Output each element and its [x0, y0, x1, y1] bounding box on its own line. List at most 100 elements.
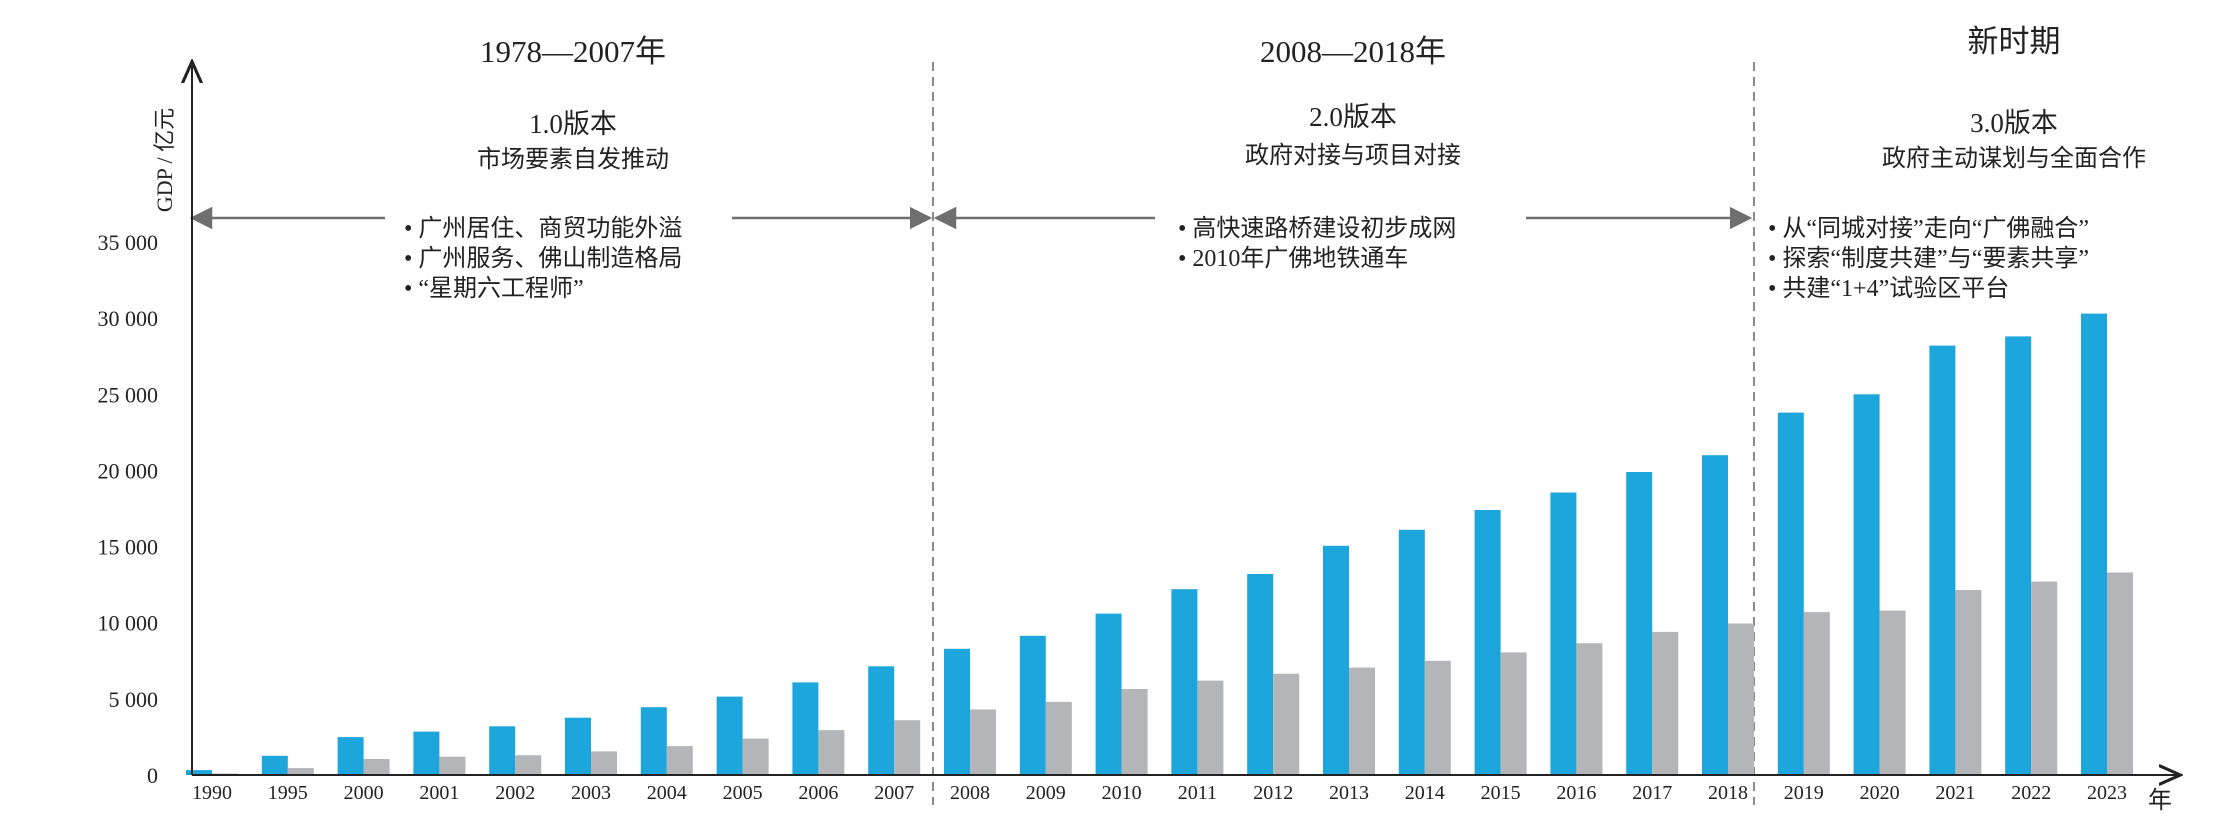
period-3-bullet-3: • 共建“1+4”试验区平台 [1768, 275, 2009, 302]
y-tick-30000: 30 000 [98, 306, 159, 331]
bar-s2-2005 [742, 738, 769, 775]
x-tick-2023: 2023 [2087, 782, 2127, 804]
bar-s1-2023 [2081, 313, 2107, 775]
bar-s1-2018 [1702, 455, 1728, 775]
bar-s2-2013 [1349, 667, 1375, 775]
period-2-bullet-1: • 高快速路桥建设初步成网 [1178, 215, 1456, 242]
period-3-bullet-1: • 从“同城对接”走向“广佛融合” [1768, 215, 2089, 242]
bar-s2-2000 [363, 759, 390, 775]
period-3-subtitle: 政府主动谋划与全面合作 [1882, 145, 2146, 172]
y-tick-15000: 15 000 [98, 535, 159, 560]
bar-s1-2020 [1853, 394, 1880, 775]
period-1-bullet-2: • 广州服务、佛山制造格局 [404, 245, 682, 272]
bar-s1-2015 [1474, 510, 1501, 775]
bar-s2-1995 [287, 768, 314, 775]
period-2-subtitle: 政府对接与项目对接 [1245, 142, 1461, 169]
x-tick-2011: 2011 [1178, 782, 1217, 804]
period-1-bullet-1: • 广州居住、商贸功能外溢 [404, 215, 682, 242]
bar-s1-2016 [1550, 492, 1577, 775]
x-tick-2004: 2004 [647, 782, 687, 804]
y-tick-labels: 0 5 000 10 000 15 000 20 000 25 000 30 000 35 0… [98, 230, 159, 788]
x-tick-1995: 1995 [268, 782, 308, 804]
bars-group [186, 313, 2133, 775]
x-tick-2014: 2014 [1405, 782, 1445, 804]
bar-s1-2006 [792, 682, 819, 775]
bar-s2-2018 [1728, 623, 1754, 775]
bar-s1-2002 [489, 726, 516, 775]
bar-s2-2022 [2031, 581, 2058, 775]
bar-s2-2008 [970, 709, 996, 775]
period-1-version: 1.0版本 [529, 109, 617, 139]
x-tick-2021: 2021 [1935, 782, 1975, 804]
bar-s1-2022 [2005, 336, 2032, 775]
y-axis-label: GDP / 亿元 [152, 108, 177, 212]
bar-s2-2016 [1576, 643, 1603, 775]
bar-s1-2010 [1095, 613, 1122, 775]
bar-s2-2014 [1424, 660, 1451, 775]
bar-s1-2008 [944, 648, 970, 775]
x-tick-2005: 2005 [723, 782, 763, 804]
bar-s1-2021 [1929, 345, 1956, 775]
bar-s1-2014 [1398, 529, 1425, 775]
bar-s1-2007 [868, 666, 895, 775]
period-2-bullet-2: • 2010年广佛地铁通车 [1178, 245, 1408, 272]
bar-s1-1995 [261, 755, 288, 775]
y-tick-20000: 20 000 [98, 458, 159, 483]
bar-s1-2001 [413, 731, 440, 775]
x-tick-2006: 2006 [798, 782, 838, 804]
x-tick-2017: 2017 [1632, 782, 1672, 804]
x-tick-2010: 2010 [1102, 782, 1142, 804]
y-tick-35000: 35 000 [98, 230, 159, 255]
period-1-title: 1978—2007年 [480, 34, 666, 69]
x-tick-2003: 2003 [571, 782, 611, 804]
bar-s1-2003 [565, 717, 591, 775]
bar-s2-2021 [1955, 590, 1982, 775]
bar-s1-2009 [1019, 635, 1046, 775]
x-tick-2002: 2002 [495, 782, 535, 804]
bar-s1-2013 [1323, 545, 1349, 775]
bar-s1-2012 [1247, 574, 1274, 775]
bar-s2-2012 [1273, 673, 1300, 775]
x-tick-2020: 2020 [1860, 782, 1900, 804]
bar-s2-2004 [666, 746, 693, 775]
bar-s2-2019 [1803, 612, 1830, 775]
bar-s2-2002 [515, 755, 542, 775]
period-1-subtitle: 市场要素自发推动 [477, 146, 669, 173]
period-3-version: 3.0版本 [1970, 108, 2058, 138]
bar-s1-1990 [186, 770, 212, 775]
x-tick-2015: 2015 [1481, 782, 1521, 804]
bar-s2-2023 [2107, 572, 2133, 775]
x-tick-2019: 2019 [1784, 782, 1824, 804]
x-tick-1990: 1990 [192, 782, 232, 804]
x-axis-label: 年 [2148, 787, 2172, 814]
bar-s1-2004 [640, 707, 667, 775]
bar-s2-2020 [1879, 610, 1906, 775]
period-2-version: 2.0版本 [1309, 102, 1397, 132]
bar-s2-2001 [439, 756, 466, 775]
x-tick-2000: 2000 [344, 782, 384, 804]
x-tick-2007: 2007 [874, 782, 914, 804]
x-tick-2022: 2022 [2011, 782, 2051, 804]
period-3-bullet-2: • 探索“制度共建”与“要素共享” [1768, 245, 2089, 272]
bar-s2-2017 [1652, 631, 1679, 775]
y-tick-0: 0 [147, 763, 158, 788]
period-2-title: 2008—2018年 [1260, 34, 1446, 69]
bar-s1-2005 [716, 696, 743, 775]
bar-s2-2007 [894, 720, 921, 775]
bar-s2-2015 [1500, 652, 1527, 775]
period-3-title: 新时期 [1968, 24, 2061, 59]
period-1-bullet-3: • “星期六工程师” [404, 275, 584, 302]
x-tick-2012: 2012 [1253, 782, 1293, 804]
y-tick-25000: 25 000 [98, 382, 159, 407]
bar-s2-2006 [818, 730, 845, 775]
bar-s1-2011 [1171, 589, 1198, 775]
x-tick-2009: 2009 [1026, 782, 1066, 804]
bar-s2-2003 [591, 751, 617, 775]
x-tick-2008: 2008 [950, 782, 990, 804]
bar-s1-2017 [1626, 472, 1653, 775]
bar-s2-2010 [1121, 689, 1148, 775]
bar-s2-2011 [1197, 680, 1224, 775]
bar-s2-2009 [1045, 701, 1072, 775]
x-tick-2013: 2013 [1329, 782, 1369, 804]
